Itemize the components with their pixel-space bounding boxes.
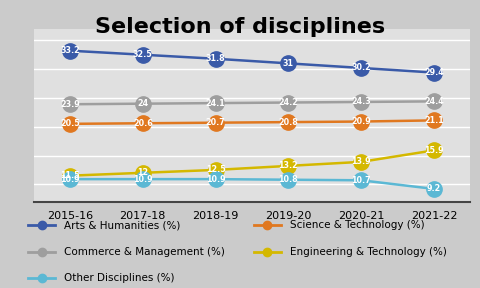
Text: 24.1: 24.1 [206,98,226,108]
Text: 21.1: 21.1 [424,116,444,125]
Text: 10.9: 10.9 [133,175,153,184]
Text: 24.4: 24.4 [424,97,444,106]
Text: Arts & Humanities (%): Arts & Humanities (%) [64,220,180,230]
Text: 24.2: 24.2 [278,98,299,107]
Text: 20.9: 20.9 [351,117,371,126]
Text: 11.5: 11.5 [60,171,80,180]
Text: 20.5: 20.5 [60,119,80,128]
Text: 31: 31 [283,59,294,68]
Text: 24.3: 24.3 [351,97,371,107]
Text: Engineering & Technology (%): Engineering & Technology (%) [290,247,447,257]
Text: 10.9: 10.9 [60,175,80,184]
Text: 31.8: 31.8 [206,54,226,63]
Text: 15.9: 15.9 [424,146,444,155]
Text: 9.2: 9.2 [427,184,441,194]
Text: 13.2: 13.2 [278,161,298,170]
Text: 23.9: 23.9 [60,100,80,109]
Text: 33.2: 33.2 [60,46,80,55]
Text: 20.7: 20.7 [206,118,226,127]
Text: 24: 24 [137,99,148,108]
Text: 12: 12 [137,168,148,177]
Text: 10.7: 10.7 [351,176,371,185]
Text: 29.4: 29.4 [424,68,444,77]
Text: 12.5: 12.5 [206,165,226,175]
Text: Science & Technology (%): Science & Technology (%) [290,220,424,230]
Text: Selection of disciplines: Selection of disciplines [95,17,385,37]
Text: 20.6: 20.6 [133,119,153,128]
Text: Other Disciplines (%): Other Disciplines (%) [64,273,175,283]
Text: 10.9: 10.9 [206,175,226,184]
Text: 20.8: 20.8 [278,118,299,127]
Text: 32.5: 32.5 [133,50,153,59]
Text: 10.8: 10.8 [278,175,298,184]
Text: 13.9: 13.9 [351,157,371,166]
Text: Commerce & Management (%): Commerce & Management (%) [64,247,225,257]
Text: 30.2: 30.2 [351,63,371,73]
